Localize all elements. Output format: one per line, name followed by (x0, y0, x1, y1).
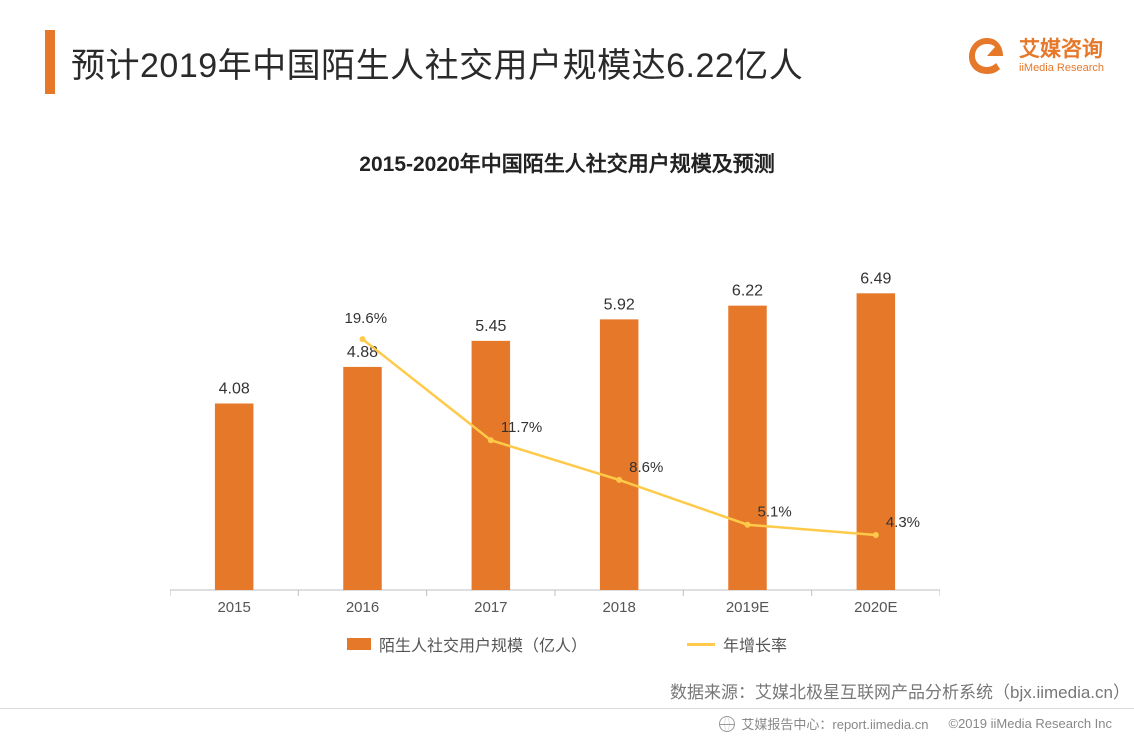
growth-value-label: 19.6% (345, 310, 388, 327)
category-label: 2017 (474, 599, 507, 616)
category-label: 2015 (217, 599, 250, 616)
bar (343, 367, 382, 590)
chart-legend: 陌生人社交用户规模（亿人） 年增长率 (0, 632, 1134, 656)
growth-value-label: 11.7% (501, 419, 542, 436)
legend-bar-label: 陌生人社交用户规模（亿人） (379, 632, 587, 656)
brand-name-cn: 艾媒咨询 (1019, 37, 1104, 62)
bar-value-label: 5.45 (475, 318, 506, 335)
title-accent-bar (45, 30, 55, 94)
bar (472, 341, 511, 590)
growth-point (873, 532, 879, 538)
data-source: 数据来源：艾媒北极星互联网产品分析系统（bjx.iimedia.cn） (670, 678, 1130, 703)
combo-chart: 4.0820154.8820165.4520175.9220186.222019… (170, 200, 940, 620)
bar-value-label: 4.08 (219, 380, 250, 397)
growth-value-label: 4.3% (886, 514, 920, 531)
footer-rule (0, 708, 1134, 709)
bar (600, 319, 639, 590)
bar-value-label: 5.92 (604, 296, 635, 313)
bar (857, 293, 896, 590)
bar-value-label: 6.22 (732, 283, 763, 300)
footer-report-link: 艾媒报告中心：report.iimedia.cn (741, 714, 928, 733)
legend-bar-swatch (347, 638, 371, 650)
page-title: 预计2019年中国陌生人社交用户规模达6.22亿人 (71, 38, 803, 87)
bar (728, 306, 767, 590)
chart-subtitle: 2015-2020年中国陌生人社交用户规模及预测 (0, 148, 1134, 178)
category-label: 2016 (346, 599, 379, 616)
legend-line-swatch (687, 643, 715, 646)
brand-logo-icon (963, 32, 1011, 80)
growth-value-label: 5.1% (758, 504, 792, 521)
globe-icon (719, 716, 735, 732)
category-label: 2018 (602, 599, 635, 616)
growth-point (488, 437, 494, 443)
header: 预计2019年中国陌生人社交用户规模达6.22亿人 艾媒咨询 iiMedia R… (45, 30, 1114, 94)
footer: 艾媒报告中心：report.iimedia.cn ©2019 iiMedia R… (719, 714, 1112, 733)
bar (215, 403, 254, 590)
category-label: 2020E (854, 599, 897, 616)
growth-point (360, 336, 366, 342)
growth-point (745, 522, 751, 528)
legend-bar-item: 陌生人社交用户规模（亿人） (347, 632, 587, 656)
brand-logo: 艾媒咨询 iiMedia Research (963, 32, 1104, 80)
chart-area: 4.0820154.8820165.4520175.9220186.222019… (170, 200, 940, 620)
brand-name-en: iiMedia Research (1019, 62, 1104, 75)
footer-copyright: ©2019 iiMedia Research Inc (949, 716, 1113, 731)
growth-value-label: 8.6% (629, 459, 663, 476)
growth-point (616, 477, 622, 483)
legend-line-label: 年增长率 (723, 632, 787, 656)
legend-line-item: 年增长率 (687, 632, 787, 656)
category-label: 2019E (726, 599, 769, 616)
bar-value-label: 6.49 (860, 270, 891, 287)
